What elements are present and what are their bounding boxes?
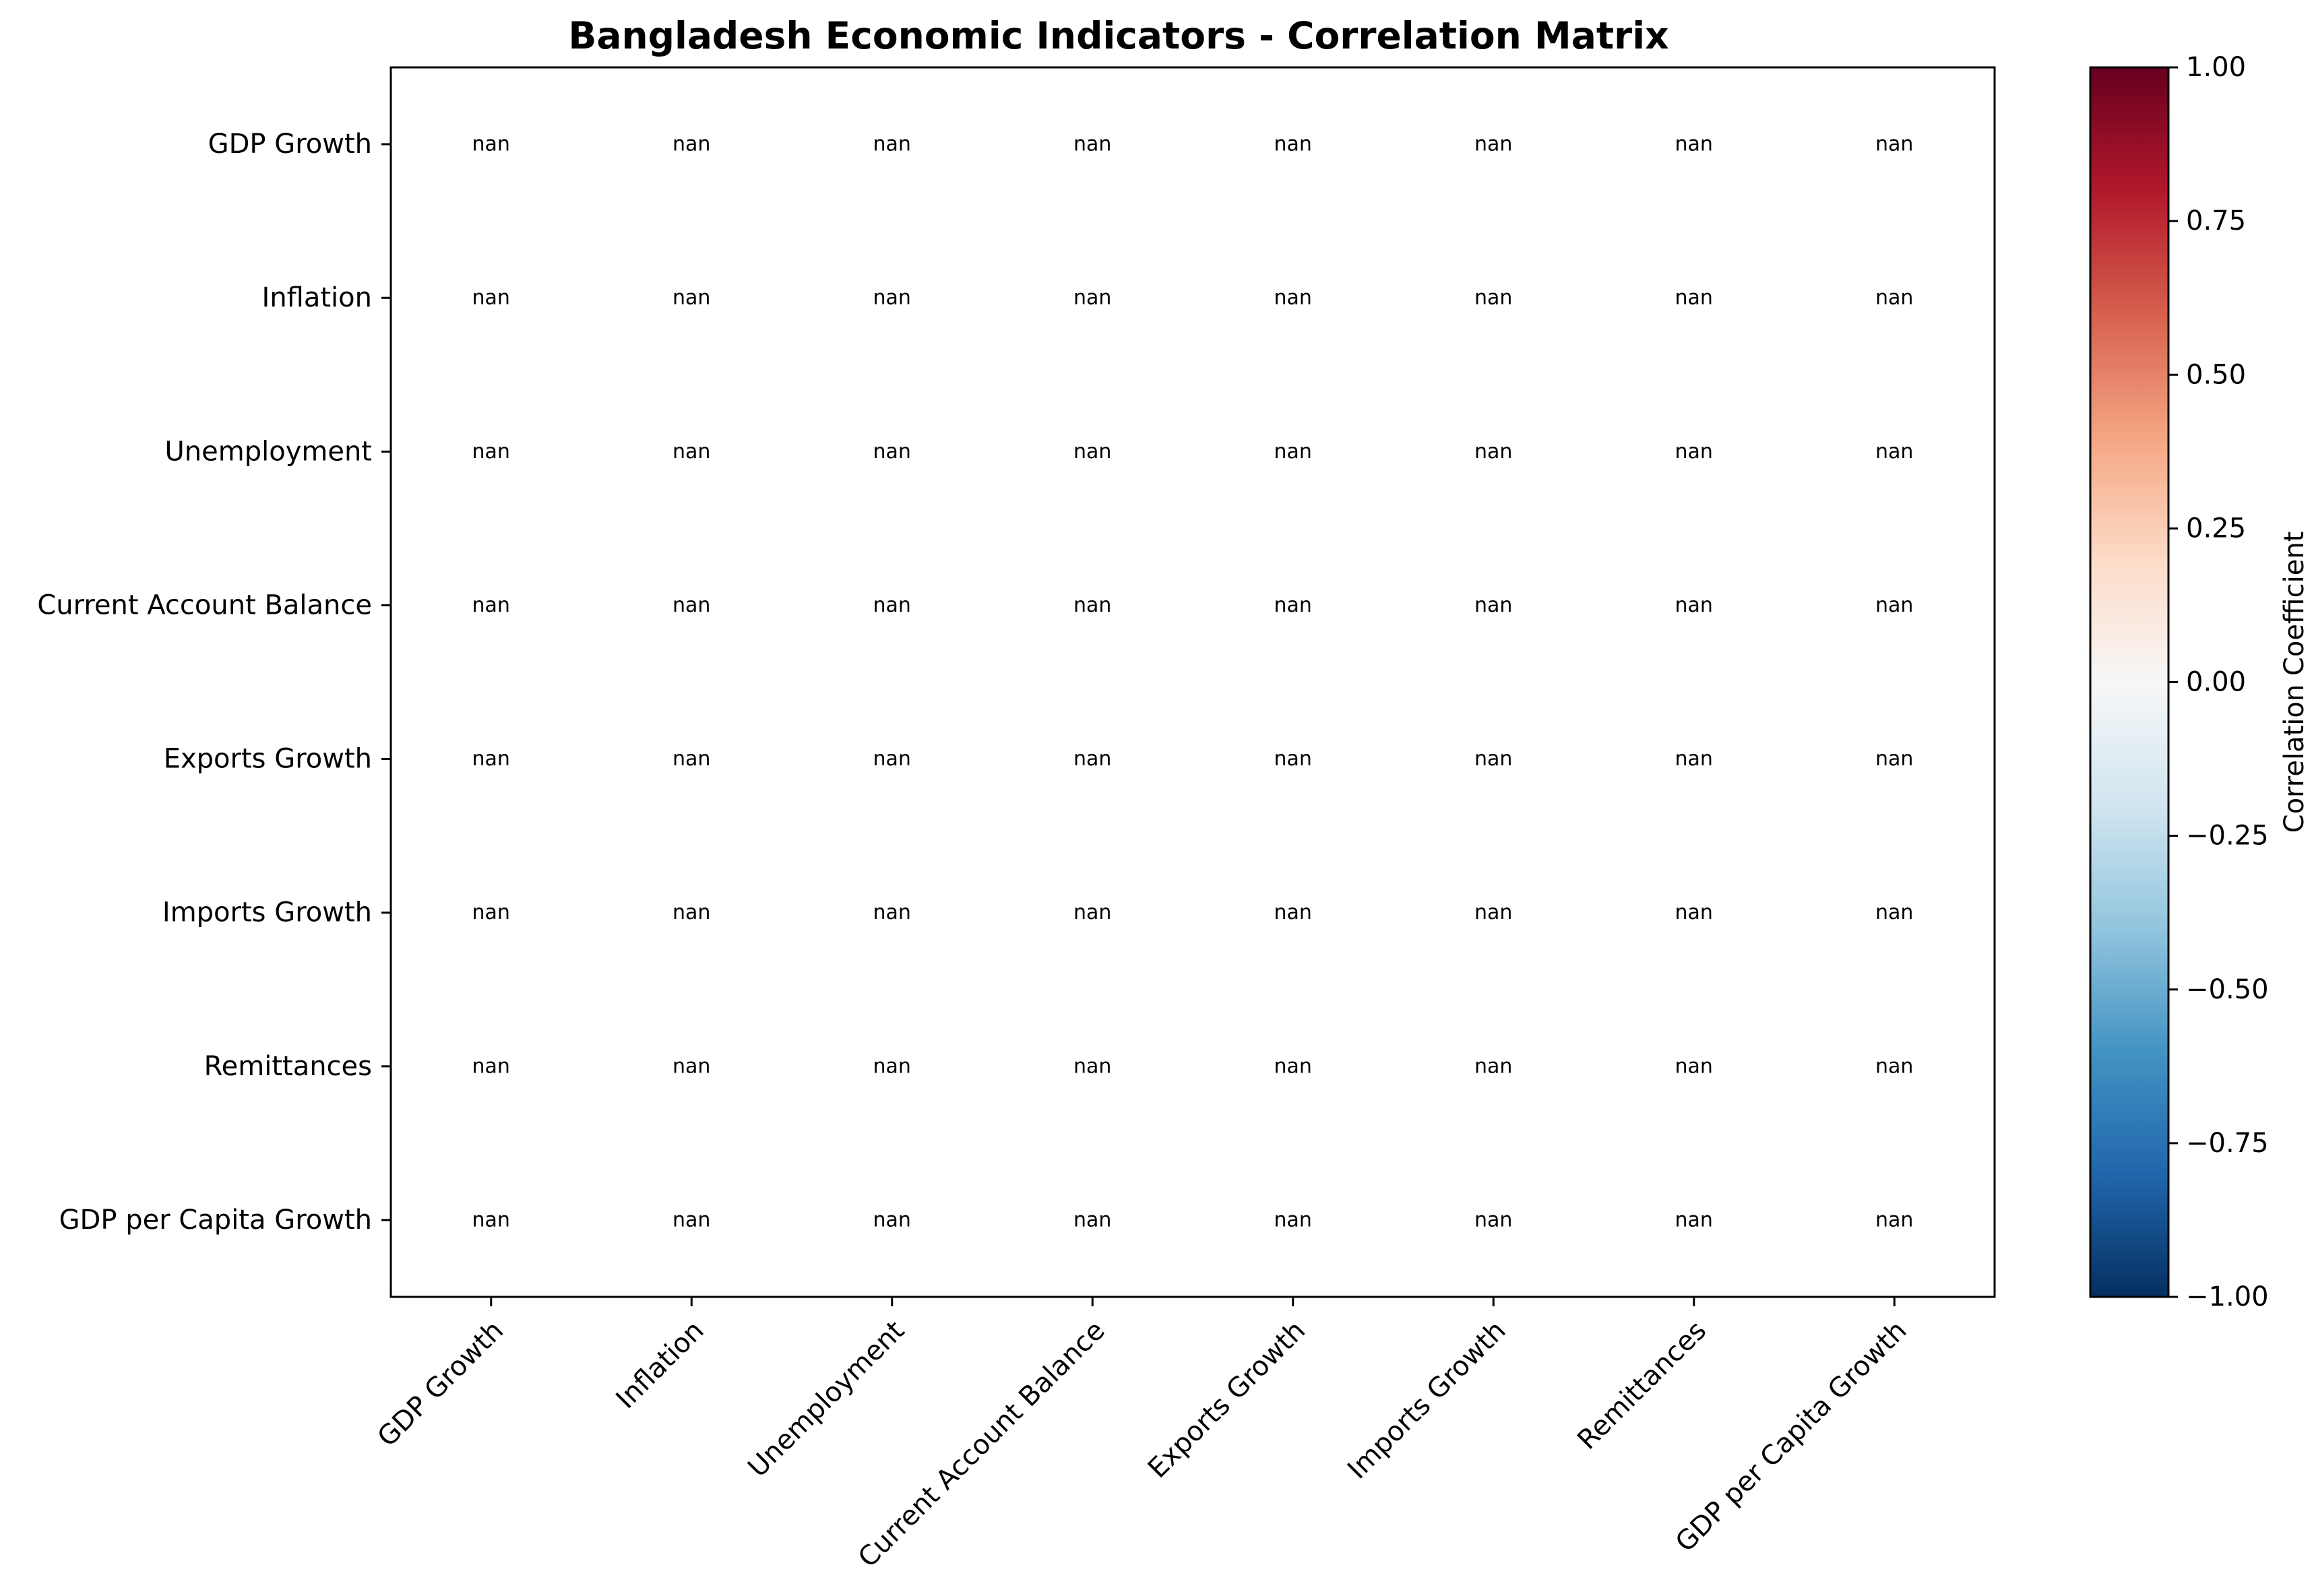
- cell-value-label: nan: [1073, 286, 1111, 310]
- cell-value-label: nan: [1474, 594, 1512, 617]
- y-tick-label-gdp-growth: GDP Growth: [208, 129, 372, 160]
- x-tick-label-imports-growth: Imports Growth: [1342, 1315, 1512, 1486]
- plot-frame: [389, 66, 1996, 1298]
- cell-value-label: nan: [1474, 1054, 1512, 1078]
- plot-area: [389, 66, 1996, 1298]
- cell-value-label: nan: [673, 440, 710, 464]
- cell-value-label: nan: [673, 133, 710, 156]
- colorbar-tick-label: 0.25: [2186, 513, 2246, 544]
- cell-value-label: nan: [472, 133, 510, 156]
- cell-value-label: nan: [1073, 440, 1111, 464]
- cell-value-label: nan: [673, 286, 710, 310]
- cell-value-label: nan: [673, 1208, 710, 1232]
- colorbar-tick-label: −1.00: [2186, 1281, 2269, 1312]
- cell-value-label: nan: [1675, 901, 1713, 924]
- cell-value-label: nan: [873, 594, 911, 617]
- cell-value-label: nan: [673, 1054, 710, 1078]
- cell-value-label: nan: [1875, 440, 1913, 464]
- cell-value-label: nan: [1875, 286, 1913, 310]
- colorbar: 1.00 0.75 0.50 0.25 0.00 −0.25 −0.50 −0.75 −1.00…: [2089, 52, 2310, 1312]
- cell-value-label: nan: [1274, 594, 1312, 617]
- cell-value-label: nan: [1274, 901, 1312, 924]
- cell-value-label: nan: [673, 901, 710, 924]
- cell-value-label: nan: [873, 440, 911, 464]
- y-tick-label-imports-growth: Imports Growth: [162, 897, 372, 928]
- cell-value-label: nan: [1274, 1208, 1312, 1232]
- cell-value-label: nan: [1875, 133, 1913, 156]
- cell-value-label: nan: [873, 747, 911, 771]
- cell-value-label: nan: [1073, 1208, 1111, 1232]
- cell-value-label: nan: [1875, 747, 1913, 771]
- cell-value-label: nan: [1875, 1054, 1913, 1078]
- cell-value-label: nan: [1675, 1208, 1713, 1232]
- cell-value-label: nan: [1274, 747, 1312, 771]
- cell-value-label: nan: [1274, 440, 1312, 464]
- heatmap-cells: nan nan nan nan nan nan nan nan nan nan nan nan nan n…: [472, 133, 1914, 1232]
- colorbar-tick-label: 1.00: [2186, 52, 2246, 83]
- cell-value-label: nan: [1675, 747, 1713, 771]
- cell-value-label: nan: [472, 901, 510, 924]
- cell-value-label: nan: [873, 1208, 911, 1232]
- cell-value-label: nan: [1675, 133, 1713, 156]
- cell-value-label: nan: [1875, 1208, 1913, 1232]
- cell-value-label: nan: [1474, 440, 1512, 464]
- colorbar-tick-label: 0.50: [2186, 359, 2246, 390]
- y-axis: GDP Growth Inflation Unemployment Current A…: [37, 129, 391, 1236]
- cell-value-label: nan: [1675, 286, 1713, 310]
- cell-value-label: nan: [472, 440, 510, 464]
- cell-value-label: nan: [673, 594, 710, 617]
- x-tick-label-gdp-per-capita-growth: GDP per Capita Growth: [1670, 1315, 1913, 1558]
- cell-value-label: nan: [873, 901, 911, 924]
- cell-value-label: nan: [472, 594, 510, 617]
- cell-value-label: nan: [1073, 901, 1111, 924]
- cell-value-label: nan: [1073, 1054, 1111, 1078]
- cell-value-label: nan: [1274, 1054, 1312, 1078]
- colorbar-tick-label: 0.00: [2186, 667, 2246, 698]
- colorbar-gradient: [2089, 66, 2170, 1298]
- y-tick-label-unemployment: Unemployment: [165, 436, 372, 467]
- colorbar-tick-label: −0.25: [2186, 821, 2269, 852]
- y-tick-label-current-account-balance: Current Account Balance: [37, 589, 372, 620]
- x-tick-label-exports-growth: Exports Growth: [1142, 1315, 1311, 1484]
- cell-value-label: nan: [1274, 286, 1312, 310]
- y-tick-label-remittances: Remittances: [204, 1051, 372, 1082]
- cell-value-label: nan: [873, 286, 911, 310]
- cell-value-label: nan: [1875, 594, 1913, 617]
- x-tick-label-unemployment: Unemployment: [742, 1315, 910, 1483]
- y-tick-label-gdp-per-capita-growth: GDP per Capita Growth: [59, 1205, 372, 1236]
- cell-value-label: nan: [472, 747, 510, 771]
- cell-value-label: nan: [1474, 747, 1512, 771]
- cell-value-label: nan: [1073, 133, 1111, 156]
- x-tick-label-remittances: Remittances: [1571, 1315, 1712, 1456]
- cell-value-label: nan: [472, 286, 510, 310]
- cell-value-label: nan: [1875, 901, 1913, 924]
- cell-value-label: nan: [1474, 286, 1512, 310]
- cell-value-label: nan: [873, 1054, 911, 1078]
- cell-value-label: nan: [673, 747, 710, 771]
- cell-value-label: nan: [472, 1054, 510, 1078]
- x-tick-label-inflation: Inflation: [611, 1315, 710, 1415]
- cell-value-label: nan: [472, 1208, 510, 1232]
- y-tick-label-exports-growth: Exports Growth: [164, 744, 372, 775]
- colorbar-tick-label: −0.75: [2186, 1128, 2269, 1159]
- cell-value-label: nan: [1274, 133, 1312, 156]
- colorbar-label: Correlation Coefficient: [2279, 532, 2310, 833]
- y-tick-label-inflation: Inflation: [262, 282, 372, 313]
- x-tick-label-gdp-growth: GDP Growth: [372, 1315, 510, 1453]
- cell-value-label: nan: [873, 133, 911, 156]
- cell-value-label: nan: [1675, 1054, 1713, 1078]
- cell-value-label: nan: [1675, 594, 1713, 617]
- colorbar-tick-label: 0.75: [2186, 205, 2246, 236]
- cell-value-label: nan: [1073, 747, 1111, 771]
- cell-value-label: nan: [1474, 1208, 1512, 1232]
- cell-value-label: nan: [1474, 133, 1512, 156]
- colorbar-tick-label: −0.50: [2186, 974, 2269, 1005]
- chart-title: Bangladesh Economic Indicators - Correla…: [568, 14, 1668, 57]
- cell-value-label: nan: [1073, 594, 1111, 617]
- cell-value-label: nan: [1675, 440, 1713, 464]
- cell-value-label: nan: [1474, 901, 1512, 924]
